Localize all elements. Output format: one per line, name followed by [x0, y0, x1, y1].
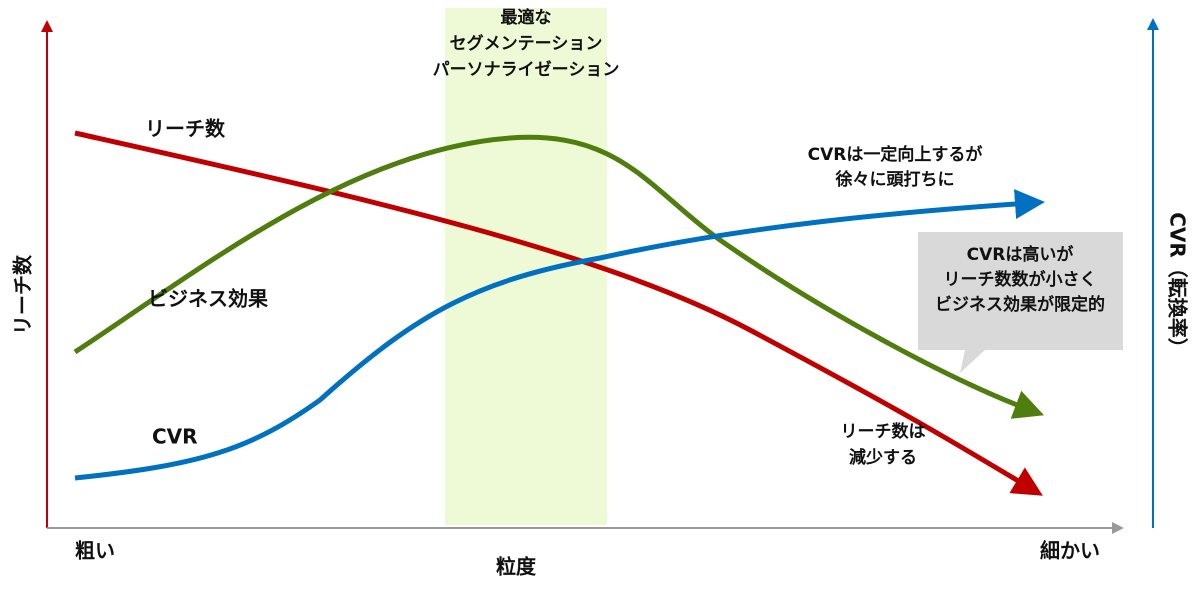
left-axis-arrow [41, 20, 53, 32]
annotation: CVRは一定向上するが [808, 144, 983, 165]
x-axis-title: 粒度 [496, 555, 537, 579]
callout-text: CVRは高いが [967, 244, 1074, 265]
business-curve [73, 134, 1045, 419]
annotation: 徐々に頭打ちに [835, 169, 955, 190]
callout-box [918, 232, 1123, 373]
band-label: 最適な [501, 7, 552, 28]
annotation: リーチ数は [841, 421, 926, 442]
curve-label: CVR [152, 425, 198, 449]
curve-label: ビジネス効果 [148, 287, 268, 311]
x-left-label: 粗い [75, 539, 115, 563]
reach-curve [74, 130, 1043, 496]
band-label: セグメンテーション [450, 33, 603, 54]
cvr-curve [74, 189, 1045, 481]
x-axis-arrow [1112, 522, 1124, 534]
annotation: 減少する [849, 447, 917, 468]
curve-label: リーチ数 [145, 117, 226, 141]
y-left-title: リーチ数 [11, 254, 35, 335]
band-label: パーソナライゼーション [433, 59, 620, 80]
y-right-title: CVR（転換率） [1166, 212, 1190, 358]
callout-text: ビジネス効果が限定的 [935, 294, 1105, 315]
callout-text: リーチ数数が小さく [944, 269, 1097, 290]
right-axis-arrow [1147, 18, 1159, 30]
optimal-band [445, 8, 607, 525]
x-right-label: 細かい [1040, 539, 1100, 563]
